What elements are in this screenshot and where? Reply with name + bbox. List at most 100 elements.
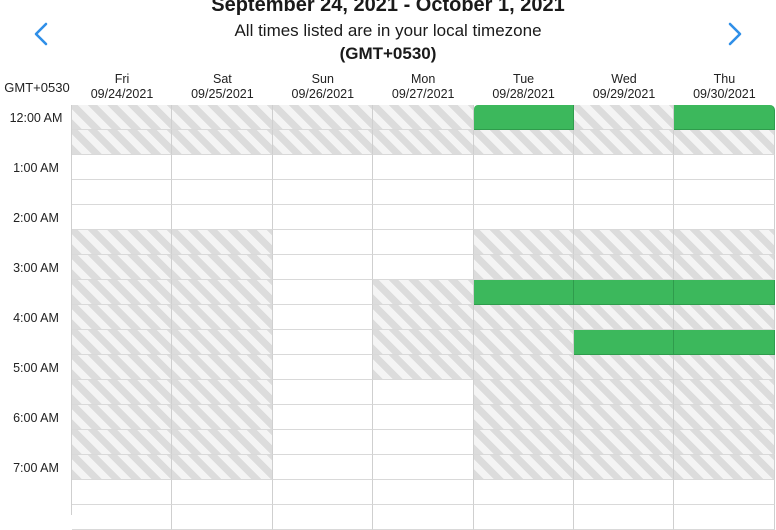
day-date: 09/28/2021 bbox=[492, 87, 555, 101]
available-time-slot[interactable] bbox=[373, 205, 474, 230]
time-label: 2:00 AM bbox=[13, 211, 59, 225]
available-time-slot[interactable] bbox=[473, 205, 574, 230]
unavailable-time-slot bbox=[473, 130, 574, 155]
available-time-slot[interactable] bbox=[373, 155, 474, 180]
available-time-slot[interactable] bbox=[72, 155, 173, 180]
selected-time-slot[interactable] bbox=[574, 330, 675, 355]
unavailable-time-slot bbox=[574, 130, 675, 155]
selected-time-slot[interactable] bbox=[473, 280, 574, 305]
available-time-slot[interactable] bbox=[373, 430, 474, 455]
day-header-wed: Wed 09/29/2021 bbox=[574, 72, 674, 102]
unavailable-time-slot bbox=[574, 305, 675, 330]
unavailable-time-slot bbox=[172, 380, 273, 405]
available-time-slot[interactable] bbox=[272, 430, 374, 455]
selected-time-slot[interactable] bbox=[574, 280, 675, 305]
unavailable-time-slot bbox=[172, 105, 273, 130]
available-time-slot[interactable] bbox=[373, 405, 474, 430]
available-time-slot[interactable] bbox=[272, 255, 374, 280]
unavailable-time-slot bbox=[574, 255, 675, 280]
day-header-thu: Thu 09/30/2021 bbox=[674, 72, 774, 102]
availability-grid bbox=[72, 105, 775, 530]
available-time-slot[interactable] bbox=[272, 230, 374, 255]
available-time-slot[interactable] bbox=[574, 180, 675, 205]
available-time-slot[interactable] bbox=[674, 180, 775, 205]
available-time-slot[interactable] bbox=[473, 505, 574, 530]
unavailable-time-slot bbox=[373, 355, 474, 380]
available-time-slot[interactable] bbox=[172, 180, 273, 205]
available-time-slot[interactable] bbox=[473, 155, 574, 180]
next-week-button[interactable] bbox=[720, 18, 748, 50]
available-time-slot[interactable] bbox=[272, 330, 374, 355]
available-time-slot[interactable] bbox=[674, 205, 775, 230]
selected-time-slot[interactable] bbox=[674, 105, 775, 130]
unavailable-time-slot bbox=[172, 330, 273, 355]
selected-time-slot[interactable] bbox=[674, 280, 775, 305]
unavailable-time-slot bbox=[172, 455, 273, 480]
available-time-slot[interactable] bbox=[373, 255, 474, 280]
available-time-slot[interactable] bbox=[272, 380, 374, 405]
available-time-slot[interactable] bbox=[473, 480, 574, 505]
schedule-header: September 24, 2021 - October 1, 2021 All… bbox=[0, 0, 776, 70]
unavailable-time-slot bbox=[574, 105, 675, 130]
available-time-slot[interactable] bbox=[574, 205, 675, 230]
unavailable-time-slot bbox=[574, 355, 675, 380]
previous-week-button[interactable] bbox=[28, 18, 56, 50]
unavailable-time-slot bbox=[574, 430, 675, 455]
available-time-slot[interactable] bbox=[72, 180, 173, 205]
available-time-slot[interactable] bbox=[172, 205, 273, 230]
available-time-slot[interactable] bbox=[373, 180, 474, 205]
day-name: Tue bbox=[513, 72, 535, 86]
available-time-slot[interactable] bbox=[574, 155, 675, 180]
unavailable-time-slot bbox=[373, 105, 474, 130]
available-time-slot[interactable] bbox=[574, 480, 675, 505]
available-time-slot[interactable] bbox=[272, 355, 374, 380]
available-time-slot[interactable] bbox=[272, 155, 374, 180]
timezone-column-label: GMT+0530 bbox=[4, 80, 70, 95]
available-time-slot[interactable] bbox=[674, 505, 775, 530]
available-time-slot[interactable] bbox=[72, 480, 173, 505]
available-time-slot[interactable] bbox=[172, 480, 273, 505]
day-name: Fri bbox=[114, 72, 130, 86]
day-date: 09/27/2021 bbox=[391, 87, 455, 101]
day-name: Sat bbox=[213, 72, 232, 86]
unavailable-time-slot bbox=[574, 455, 675, 480]
available-time-slot[interactable] bbox=[172, 155, 273, 180]
available-time-slot[interactable] bbox=[674, 480, 775, 505]
available-time-slot[interactable] bbox=[272, 280, 374, 305]
available-time-slot[interactable] bbox=[272, 480, 374, 505]
available-time-slot[interactable] bbox=[172, 505, 273, 530]
available-time-slot[interactable] bbox=[373, 455, 474, 480]
available-time-slot[interactable] bbox=[272, 180, 374, 205]
selected-time-slot[interactable] bbox=[473, 105, 574, 130]
day-name: Thu bbox=[713, 72, 736, 86]
day-date: 09/24/2021 bbox=[90, 87, 154, 101]
available-time-slot[interactable] bbox=[72, 205, 173, 230]
time-axis bbox=[0, 105, 72, 515]
available-time-slot[interactable] bbox=[473, 180, 574, 205]
unavailable-time-slot bbox=[674, 255, 775, 280]
available-time-slot[interactable] bbox=[373, 230, 474, 255]
date-range-title: September 24, 2021 - October 1, 2021 bbox=[211, 0, 565, 16]
available-time-slot[interactable] bbox=[373, 380, 474, 405]
unavailable-time-slot bbox=[373, 330, 474, 355]
day-header-sun: Sun 09/26/2021 bbox=[273, 72, 373, 102]
available-time-slot[interactable] bbox=[272, 455, 374, 480]
available-time-slot[interactable] bbox=[373, 505, 474, 530]
day-header-tue: Tue 09/28/2021 bbox=[474, 72, 574, 102]
available-time-slot[interactable] bbox=[72, 505, 173, 530]
timezone-note: All times listed are in your local timez… bbox=[234, 21, 542, 40]
unavailable-time-slot bbox=[473, 355, 574, 380]
unavailable-time-slot bbox=[172, 255, 273, 280]
selected-time-slot[interactable] bbox=[674, 330, 775, 355]
unavailable-time-slot bbox=[72, 430, 173, 455]
unavailable-time-slot bbox=[272, 130, 374, 155]
available-time-slot[interactable] bbox=[373, 480, 474, 505]
available-time-slot[interactable] bbox=[272, 205, 374, 230]
unavailable-time-slot bbox=[473, 230, 574, 255]
available-time-slot[interactable] bbox=[272, 305, 374, 330]
available-time-slot[interactable] bbox=[272, 505, 374, 530]
available-time-slot[interactable] bbox=[574, 505, 675, 530]
available-time-slot[interactable] bbox=[272, 405, 374, 430]
available-time-slot[interactable] bbox=[674, 155, 775, 180]
unavailable-time-slot bbox=[272, 105, 374, 130]
